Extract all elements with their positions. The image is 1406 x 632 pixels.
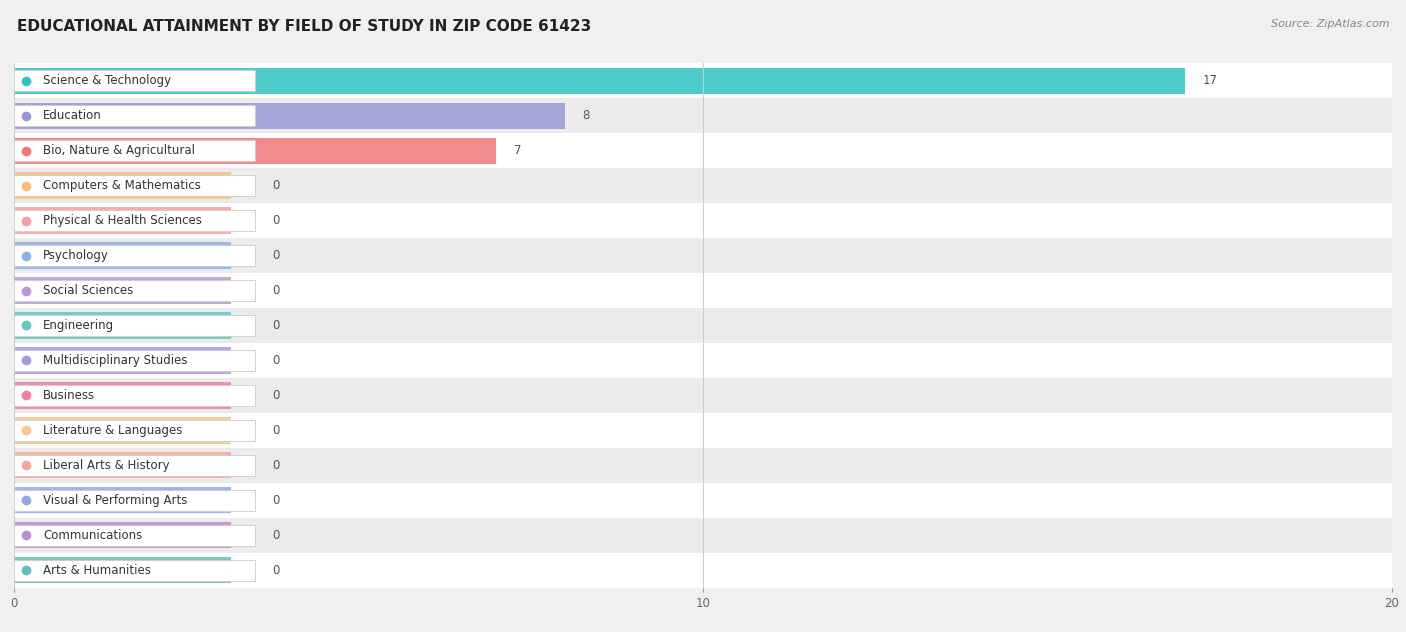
Bar bbox=[14, 455, 256, 476]
Bar bbox=[14, 203, 1392, 238]
Text: Physical & Health Sciences: Physical & Health Sciences bbox=[44, 214, 202, 227]
Bar bbox=[14, 210, 256, 231]
Text: Social Sciences: Social Sciences bbox=[44, 284, 134, 297]
Bar bbox=[14, 348, 231, 374]
Bar bbox=[14, 420, 256, 441]
Bar bbox=[14, 315, 256, 336]
Bar bbox=[14, 518, 1392, 553]
Bar bbox=[14, 273, 1392, 308]
Text: Business: Business bbox=[44, 389, 96, 402]
Text: Psychology: Psychology bbox=[44, 249, 108, 262]
Bar bbox=[14, 173, 231, 198]
Bar bbox=[14, 243, 231, 269]
Text: Engineering: Engineering bbox=[44, 319, 114, 332]
Text: Bio, Nature & Agricultural: Bio, Nature & Agricultural bbox=[44, 144, 195, 157]
Bar bbox=[14, 560, 256, 581]
Text: Education: Education bbox=[44, 109, 101, 122]
Bar bbox=[14, 68, 1185, 94]
Text: 0: 0 bbox=[273, 179, 280, 192]
Bar bbox=[14, 417, 231, 444]
Bar bbox=[14, 453, 231, 478]
Text: 0: 0 bbox=[273, 249, 280, 262]
Bar bbox=[14, 168, 1392, 203]
Bar bbox=[14, 490, 256, 511]
Bar bbox=[14, 245, 256, 266]
Bar bbox=[14, 175, 256, 196]
Bar bbox=[14, 312, 231, 339]
Text: 0: 0 bbox=[273, 529, 280, 542]
Bar bbox=[14, 378, 1392, 413]
Text: Science & Technology: Science & Technology bbox=[44, 74, 172, 87]
Bar bbox=[14, 70, 256, 91]
Text: 0: 0 bbox=[273, 214, 280, 227]
Bar bbox=[14, 102, 565, 129]
Bar bbox=[14, 207, 231, 234]
Text: 0: 0 bbox=[273, 354, 280, 367]
Bar bbox=[14, 277, 231, 303]
Text: 0: 0 bbox=[273, 494, 280, 507]
Text: Multidisciplinary Studies: Multidisciplinary Studies bbox=[44, 354, 187, 367]
Text: Literature & Languages: Literature & Languages bbox=[44, 424, 183, 437]
Bar bbox=[14, 553, 1392, 588]
Bar bbox=[14, 487, 231, 513]
Bar bbox=[14, 98, 1392, 133]
Bar bbox=[14, 63, 1392, 98]
Bar bbox=[14, 522, 231, 549]
Text: Liberal Arts & History: Liberal Arts & History bbox=[44, 459, 170, 472]
Text: EDUCATIONAL ATTAINMENT BY FIELD OF STUDY IN ZIP CODE 61423: EDUCATIONAL ATTAINMENT BY FIELD OF STUDY… bbox=[17, 19, 591, 34]
Text: Arts & Humanities: Arts & Humanities bbox=[44, 564, 150, 577]
Bar bbox=[14, 138, 496, 164]
Bar bbox=[14, 525, 256, 545]
Bar bbox=[14, 308, 1392, 343]
Text: 0: 0 bbox=[273, 424, 280, 437]
Text: 0: 0 bbox=[273, 319, 280, 332]
Bar bbox=[14, 343, 1392, 378]
Bar bbox=[14, 413, 1392, 448]
Text: 0: 0 bbox=[273, 389, 280, 402]
Bar bbox=[14, 382, 231, 408]
Bar bbox=[14, 133, 1392, 168]
Bar bbox=[14, 448, 1392, 483]
Bar bbox=[14, 238, 1392, 273]
Text: Computers & Mathematics: Computers & Mathematics bbox=[44, 179, 201, 192]
Text: Communications: Communications bbox=[44, 529, 142, 542]
Text: 0: 0 bbox=[273, 564, 280, 577]
Bar bbox=[14, 483, 1392, 518]
Text: Source: ZipAtlas.com: Source: ZipAtlas.com bbox=[1271, 19, 1389, 29]
Bar bbox=[14, 557, 231, 583]
Text: Visual & Performing Arts: Visual & Performing Arts bbox=[44, 494, 187, 507]
Text: 17: 17 bbox=[1202, 74, 1218, 87]
Text: 0: 0 bbox=[273, 284, 280, 297]
Bar bbox=[14, 106, 256, 126]
Bar bbox=[14, 280, 256, 301]
Bar bbox=[14, 385, 256, 406]
Text: 8: 8 bbox=[582, 109, 589, 122]
Bar bbox=[14, 350, 256, 371]
Text: 7: 7 bbox=[513, 144, 522, 157]
Bar bbox=[14, 140, 256, 161]
Text: 0: 0 bbox=[273, 459, 280, 472]
